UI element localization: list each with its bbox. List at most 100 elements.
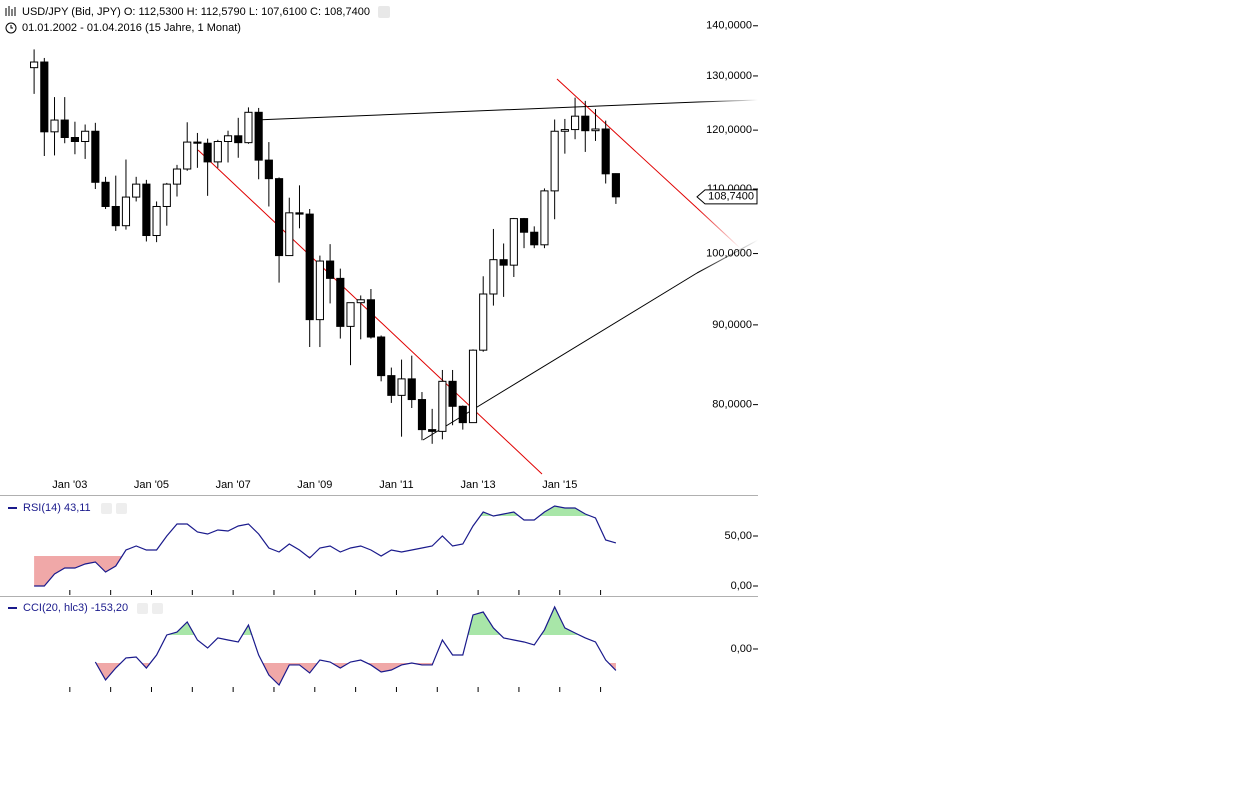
y-tick-label: 130,0000	[706, 70, 752, 82]
candle-body	[244, 111, 253, 144]
candle-body	[274, 178, 284, 257]
candle-body	[172, 168, 182, 185]
clock-icon	[5, 22, 17, 34]
candle-body	[601, 128, 610, 175]
candle-body	[591, 128, 600, 132]
candle-body	[519, 218, 529, 233]
candle-body	[121, 196, 131, 227]
x-tick-label: Jan '03	[52, 479, 87, 491]
candle-body	[152, 205, 161, 237]
upper-band-fill	[166, 606, 580, 635]
candle-body	[356, 299, 365, 304]
chart-header: USD/JPY (Bid, JPY) O: 112,5300 H: 112,57…	[22, 6, 370, 18]
indicator-line	[94, 605, 617, 686]
panel-title: CCI(20, hlc3) -153,20	[23, 602, 128, 614]
candle-body	[50, 119, 59, 133]
candle-body	[560, 129, 569, 132]
candle-body	[468, 349, 478, 424]
candle-body	[162, 183, 171, 207]
x-tick-label: Jan '05	[134, 479, 169, 491]
settings-icon[interactable]	[378, 6, 390, 18]
trend-line	[556, 78, 698, 209]
x-tick-label: Jan '13	[461, 479, 496, 491]
candle-body	[142, 183, 151, 237]
panel-title: RSI(14) 43,11	[23, 502, 91, 514]
date-range: 01.01.2002 - 01.04.2016 (15 Jahre, 1 Mon…	[22, 22, 241, 34]
y-tick-label: 120,0000	[706, 124, 752, 136]
candle-body	[570, 115, 580, 131]
close-icon[interactable]	[116, 503, 127, 514]
y-tick-label: 0,00	[731, 643, 752, 655]
trend-line	[696, 239, 759, 274]
y-tick-label: 100,0000	[706, 247, 752, 259]
x-tick-label: Jan '07	[216, 479, 251, 491]
candle-body	[479, 293, 488, 351]
candle-body	[387, 375, 396, 396]
candle-body	[91, 130, 100, 183]
trend-line	[254, 101, 699, 121]
candle-body	[70, 137, 80, 143]
candle-body	[305, 213, 314, 321]
candle-body	[234, 135, 243, 144]
candle-body	[611, 173, 620, 198]
candle-body	[326, 260, 335, 279]
candle-body	[428, 429, 437, 432]
trend-line	[696, 207, 741, 249]
candle-body	[254, 111, 263, 161]
candle-body	[417, 399, 427, 431]
x-tick-label: Jan '11	[379, 479, 413, 491]
candle-body	[30, 61, 39, 69]
candle-body	[540, 190, 549, 246]
candle-body	[438, 380, 447, 432]
candle-body	[60, 119, 69, 139]
settings-icon[interactable]	[101, 503, 112, 514]
indicator-line	[34, 505, 617, 587]
candle-body	[550, 130, 559, 192]
y-tick-label: 0,00	[731, 580, 752, 592]
candle-body	[101, 181, 110, 207]
header-icon	[5, 6, 16, 16]
clock-hands	[10, 25, 13, 29]
candle-body	[397, 378, 406, 396]
close-icon[interactable]	[152, 603, 163, 614]
candle-body	[489, 259, 498, 295]
trend-line	[697, 99, 759, 103]
candle-body	[285, 212, 294, 257]
candle-body	[111, 205, 120, 227]
candle-body	[132, 183, 141, 198]
candle-body	[193, 141, 202, 144]
y-tick-label: 90,0000	[712, 319, 752, 331]
candle-body	[509, 218, 518, 266]
candle-body	[530, 231, 539, 246]
y-tick-label: 140,0000	[706, 20, 752, 32]
candle-body	[264, 159, 273, 180]
candle-body	[581, 115, 590, 132]
candle-body	[81, 130, 90, 143]
candle-body	[448, 380, 457, 407]
candle-body	[223, 135, 233, 143]
trend-line	[422, 272, 698, 441]
candle-body	[407, 378, 416, 401]
candle-body	[346, 302, 355, 327]
x-tick-label: Jan '15	[542, 479, 577, 491]
candle-body	[336, 277, 345, 327]
last-price-label: 108,7400	[708, 191, 754, 203]
candle-body	[213, 141, 222, 163]
candle-body	[203, 142, 212, 163]
last-price-box	[696, 189, 758, 205]
candle-body	[458, 405, 467, 424]
lower-band-fill	[34, 556, 616, 586]
upper-band-fill	[34, 506, 616, 516]
candle-body	[377, 336, 386, 377]
candle-body	[40, 61, 49, 133]
y-tick-label: 80,0000	[712, 399, 752, 411]
x-tick-label: Jan '09	[297, 479, 332, 491]
candle-body	[183, 141, 192, 170]
candle-body	[295, 212, 304, 215]
candle-body	[315, 260, 324, 321]
lower-band-fill	[95, 662, 616, 685]
candle-body	[366, 299, 376, 338]
y-tick-label: 50,00	[724, 530, 752, 542]
settings-icon[interactable]	[137, 603, 148, 614]
